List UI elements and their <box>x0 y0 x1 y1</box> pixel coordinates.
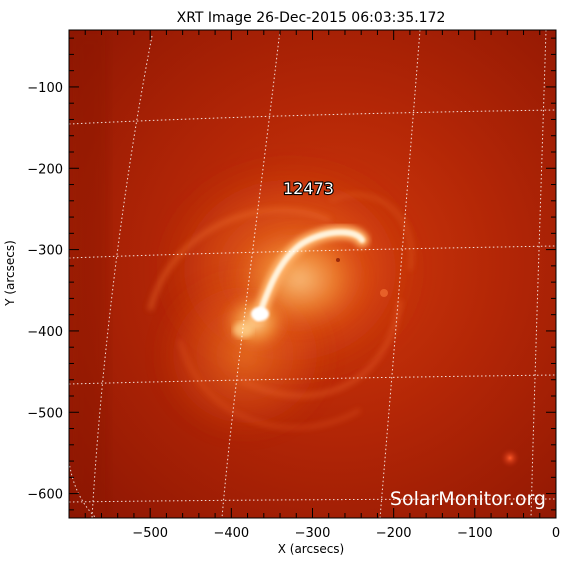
grid-longitude-line <box>379 30 421 518</box>
faint-loop <box>329 192 414 271</box>
chart-title: XRT Image 26-Dec-2015 06:03:35.172 <box>177 10 446 26</box>
sigmoid-core <box>255 229 365 321</box>
y-axis-label: Y (arcsecs) <box>3 240 17 307</box>
bright-spot <box>500 448 520 468</box>
grid-latitude-line <box>69 245 556 259</box>
x-tick-label: −300 <box>295 526 331 541</box>
y-tick-label: −500 <box>27 406 63 421</box>
y-tick-label: −400 <box>27 325 63 340</box>
x-axis: −500 −400 −300 −200 −100 0 <box>68 30 560 541</box>
grid-latitude-line <box>69 498 556 503</box>
dark-spot <box>336 258 340 262</box>
region-label: 12473 <box>283 179 334 198</box>
grid-longitude-line <box>221 30 281 518</box>
grid-latitude-line <box>69 374 556 385</box>
y-tick-label: −100 <box>27 81 63 96</box>
x-tick-label: −200 <box>376 526 412 541</box>
x-tick-label: 0 <box>552 526 560 541</box>
grid-longitude-line <box>69 461 97 518</box>
y-axis: −100 −200 −300 −400 −500 −600 <box>27 37 556 511</box>
solar-image: 12473 SolarMonitor.org <box>69 30 556 518</box>
x-tick-label: −400 <box>213 526 249 541</box>
x-tick-label: −500 <box>132 526 168 541</box>
watermark: SolarMonitor.org <box>390 488 546 510</box>
footpoint-bright <box>251 307 269 321</box>
faint-loop <box>238 299 403 399</box>
grid-latitude-line <box>69 109 556 125</box>
footpoint-glow <box>233 322 253 338</box>
bright-spot <box>380 289 388 297</box>
y-tick-label: −200 <box>27 162 63 177</box>
x-tick-label: −100 <box>457 526 493 541</box>
heliographic-grid <box>69 30 556 518</box>
dark-left-band <box>69 30 109 518</box>
y-tick-label: −300 <box>27 244 63 259</box>
faint-loop <box>178 339 361 430</box>
faint-loop <box>147 207 331 311</box>
x-axis-label: X (arcsecs) <box>278 542 345 556</box>
y-tick-label: −600 <box>27 488 63 503</box>
